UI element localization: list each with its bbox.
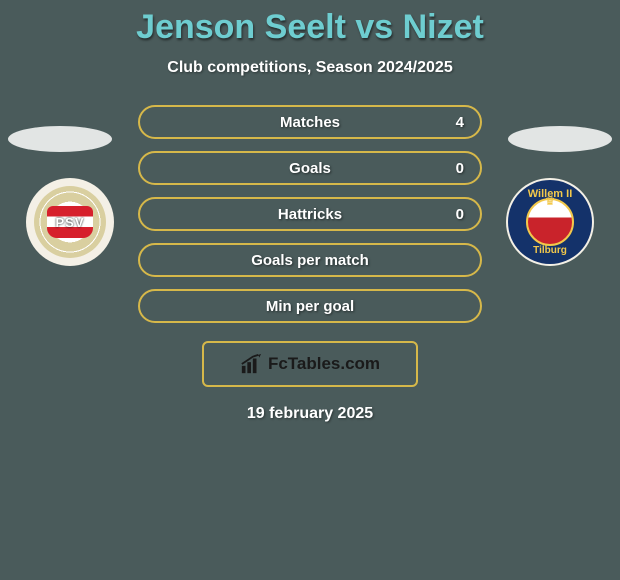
willem-badge: Willem II ♛ Tilburg bbox=[508, 180, 592, 264]
fctables-branding: FcTables.com bbox=[202, 341, 418, 387]
psv-shield-text: PSV bbox=[55, 215, 84, 230]
fctables-text: FcTables.com bbox=[268, 354, 380, 374]
stat-row-min-per-goal: Min per goal bbox=[138, 289, 482, 323]
stat-value-right: 0 bbox=[456, 160, 464, 177]
stat-row-matches: Matches 4 bbox=[138, 105, 482, 139]
subtitle: Club competitions, Season 2024/2025 bbox=[0, 59, 620, 77]
crown-icon: ♛ bbox=[545, 194, 556, 208]
player-ellipse-left bbox=[8, 126, 112, 152]
willem-center-circle: ♛ bbox=[526, 198, 574, 246]
stat-row-goals: Goals 0 bbox=[138, 151, 482, 185]
club-badge-left: PSV bbox=[26, 178, 114, 266]
willem-ring-text-bottom: Tilburg bbox=[508, 245, 592, 256]
date-text: 19 february 2025 bbox=[0, 405, 620, 423]
stat-label: Matches bbox=[280, 114, 340, 131]
bar-chart-icon bbox=[240, 353, 262, 375]
stat-label: Hattricks bbox=[278, 206, 342, 223]
club-badge-right: Willem II ♛ Tilburg bbox=[506, 178, 594, 266]
stat-label: Goals bbox=[289, 160, 331, 177]
psv-shield: PSV bbox=[47, 206, 93, 238]
stat-row-hattricks: Hattricks 0 bbox=[138, 197, 482, 231]
stat-label: Min per goal bbox=[266, 298, 354, 315]
page-title: Jenson Seelt vs Nizet bbox=[0, 0, 620, 47]
stat-row-goals-per-match: Goals per match bbox=[138, 243, 482, 277]
stat-value-right: 4 bbox=[456, 114, 464, 131]
psv-badge-ring: PSV bbox=[34, 186, 106, 258]
player-ellipse-right bbox=[508, 126, 612, 152]
stat-value-right: 0 bbox=[456, 206, 464, 223]
stat-label: Goals per match bbox=[251, 252, 369, 269]
